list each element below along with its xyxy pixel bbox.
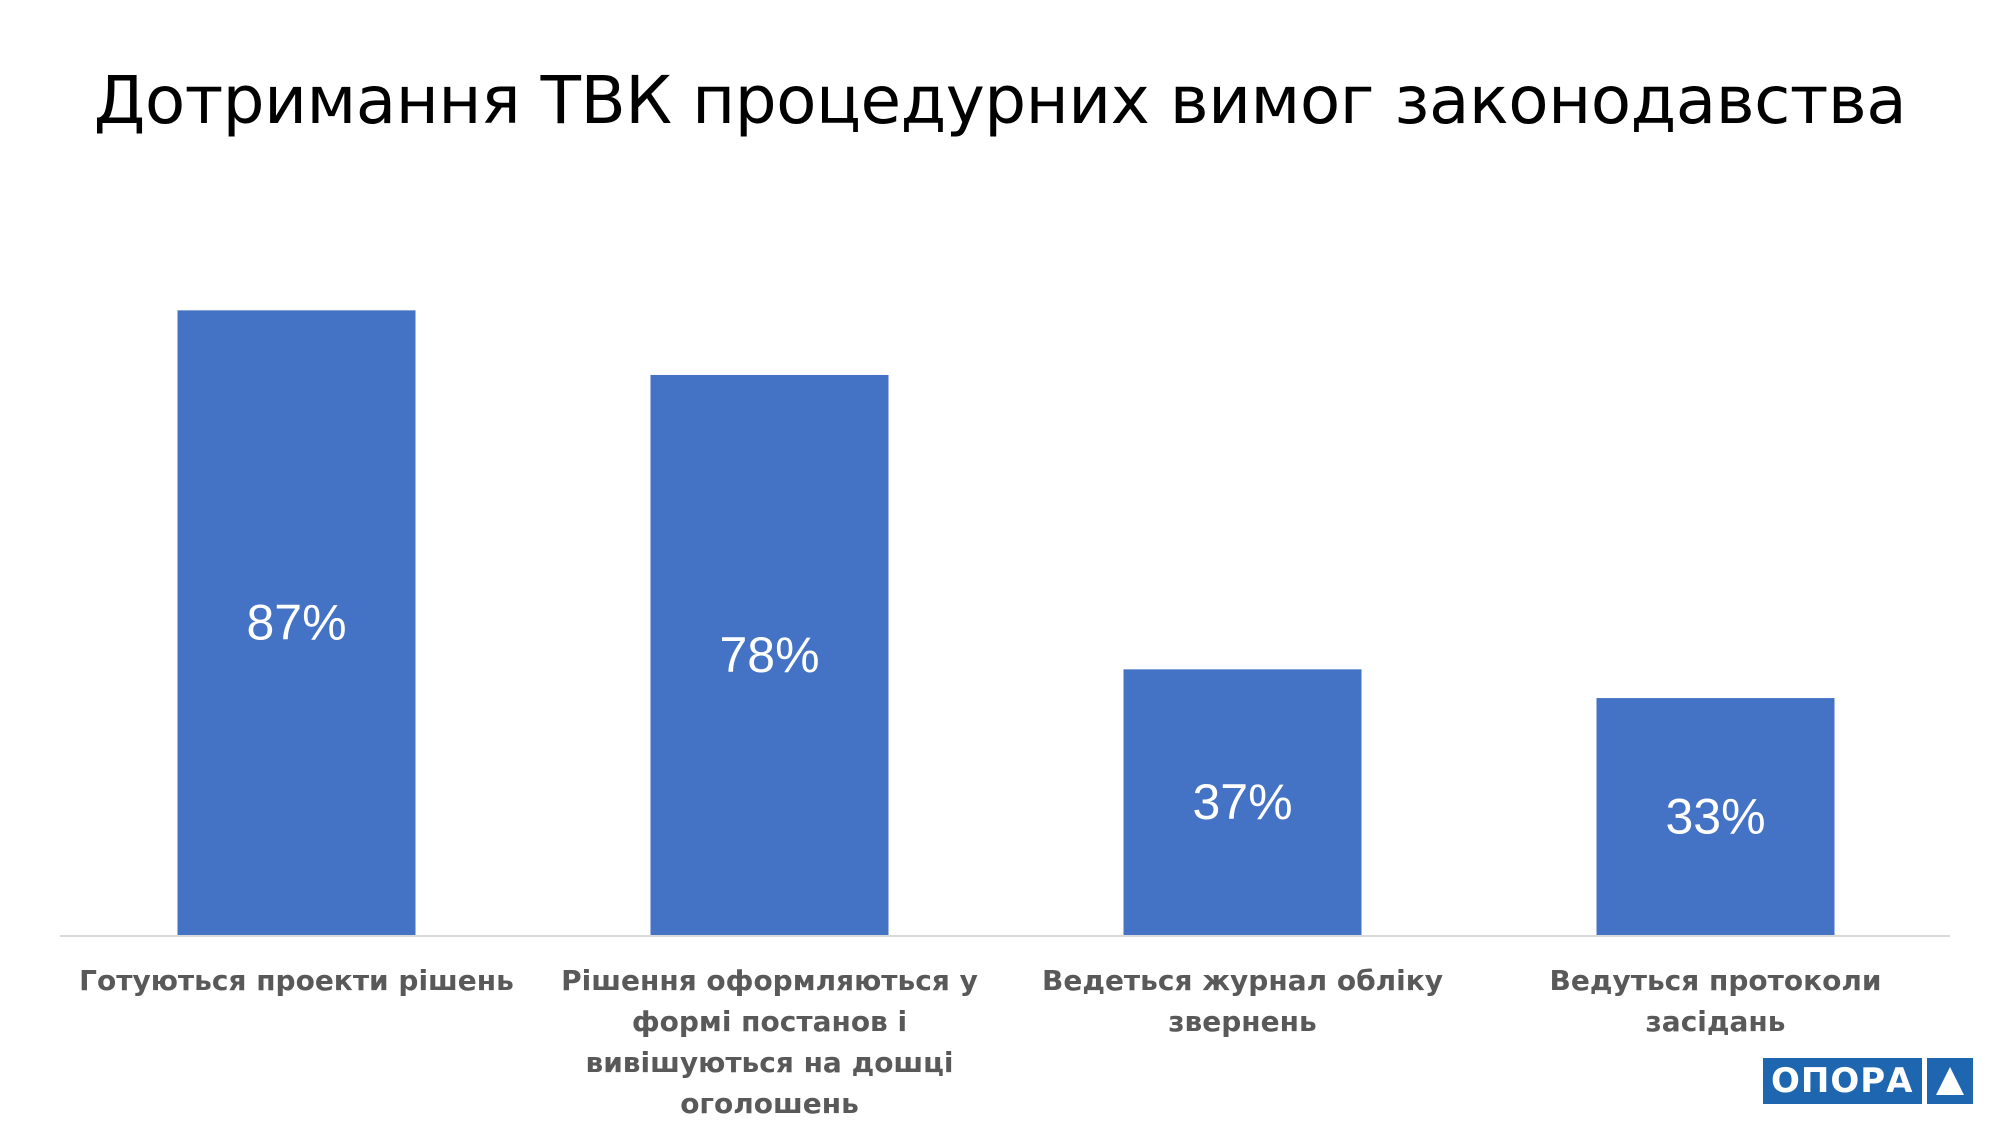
bar <box>177 310 416 936</box>
triangle-icon <box>1926 1058 1973 1104</box>
opora-logo: ОПОРА <box>1763 1058 1973 1104</box>
logo-text: ОПОРА <box>1763 1058 1922 1104</box>
category-label: Рішення оформляються у формі постанов і … <box>561 964 978 1120</box>
data-label: 37% <box>1192 774 1292 830</box>
chart-title: Дотримання ТВК процедурних вимог законод… <box>93 62 1907 139</box>
bar <box>1596 698 1835 935</box>
bar <box>650 374 889 936</box>
data-label: 87% <box>246 595 346 651</box>
category-label: Ведеться журнал обліку звернень <box>1042 964 1443 1038</box>
bar <box>1123 669 1362 935</box>
category-label: Ведуться протоколи засідань <box>1549 964 1882 1038</box>
data-label: 33% <box>1665 789 1765 845</box>
category-label: Готуються проекти рішень <box>79 964 514 997</box>
data-label: 78% <box>719 627 819 683</box>
